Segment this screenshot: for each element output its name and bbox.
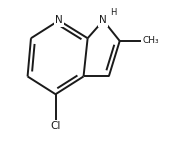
- Text: Cl: Cl: [50, 121, 61, 131]
- Text: N: N: [100, 15, 107, 25]
- Text: N: N: [55, 15, 63, 25]
- Text: CH₃: CH₃: [142, 36, 159, 45]
- Text: H: H: [110, 9, 117, 17]
